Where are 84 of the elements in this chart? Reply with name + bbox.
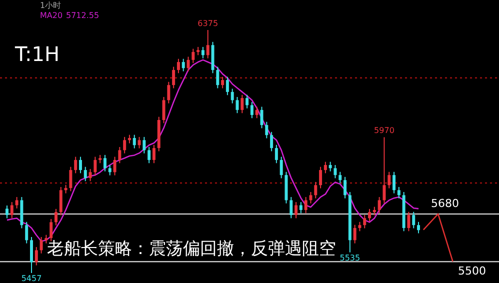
candlestick [167,81,170,104]
candlestick [54,208,58,226]
candlestick [230,88,234,104]
candlestick [328,161,332,172]
candlestick [103,154,106,172]
candlestick [324,161,327,174]
candlestick [15,196,18,209]
candlestick [382,136,386,204]
candlestick [78,156,82,174]
candlestick [59,186,62,216]
candlestick [34,246,38,266]
annotation: 5457 [21,274,42,283]
candlestick [25,221,28,244]
candlestick [201,46,204,59]
candlestick [378,196,381,214]
candlestick [176,58,180,74]
candlestick [50,218,53,242]
candlestick [368,208,372,222]
candlestick [236,96,239,114]
candlestick [338,171,342,184]
candlestick [344,176,347,199]
candlestick [392,171,396,194]
annotation: T:1H [14,42,60,66]
candlestick [30,236,33,274]
candlestick [221,76,224,89]
candlestick [162,96,166,124]
candlestick [182,58,185,72]
candlestick [255,106,258,119]
ref-line-label: 5680 [431,196,459,210]
candlestick [417,221,420,234]
candlestick [397,186,400,199]
annotation: 老船长策略：震荡偏回撤，反弹遇阻空 [47,239,336,259]
text: 5712.55 [66,11,100,20]
ref-line-label: 5500 [458,264,486,278]
candlestick [319,166,322,189]
candlestick [314,181,318,199]
candlestick [69,166,72,192]
candlestick [40,236,43,254]
annotation: 5970 [374,126,394,136]
candlestick [299,202,302,214]
candlestick [172,66,176,89]
candlestick [388,171,391,189]
candlestick [123,136,126,154]
candlestick [265,121,268,139]
candlestick [240,94,244,114]
text: 1小时 [40,1,62,10]
candlestick [407,211,410,232]
candlestick [290,196,293,219]
candlestick [216,66,220,89]
annotation: 6375 [198,19,218,28]
candlestick [186,56,190,72]
candlestick [192,48,195,64]
candlestick [148,146,151,164]
candlestick [84,166,87,182]
candlestick [246,94,249,109]
candlestick [138,136,141,149]
candlestick [142,136,146,154]
candlestick [353,224,356,244]
text: MA20 [40,11,63,20]
candlestick [250,102,254,119]
candlestick [358,221,362,232]
candlestick [88,168,92,182]
candlestick [74,156,78,174]
candlestick [113,156,116,176]
candlestick [363,214,366,229]
candlestick [304,196,308,214]
candlestick [206,30,210,59]
candlestick [260,106,264,129]
candlestick [294,202,298,219]
candlestick [152,144,156,164]
candlestick [10,202,14,219]
candlestick [108,164,112,176]
candlestick [94,156,97,176]
candlestick [412,211,416,229]
candlestick [280,156,283,179]
candlestick [309,192,312,204]
candlestick [274,144,278,164]
annotation: 5535 [340,253,360,262]
candlestick [334,164,337,179]
candlestick [226,76,229,96]
candlestick [270,131,274,152]
candlestick [118,146,122,164]
candlestick [132,134,136,149]
candlestick [6,205,8,219]
